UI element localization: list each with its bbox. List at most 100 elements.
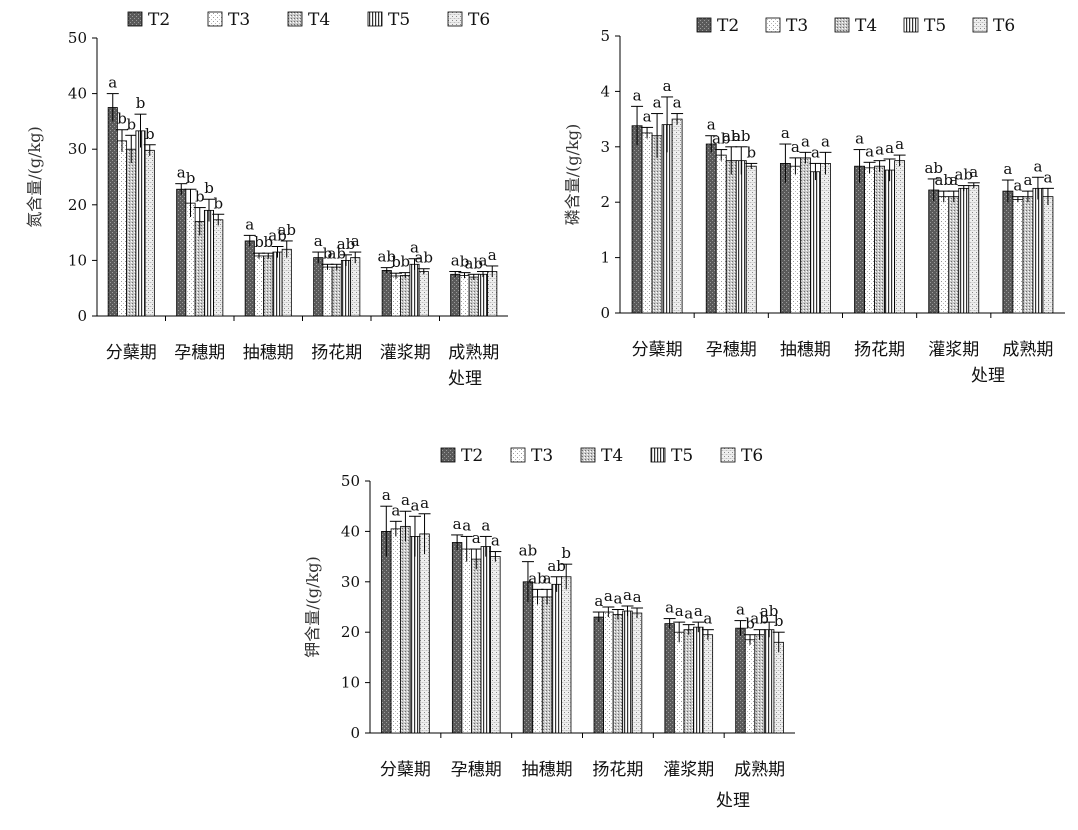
bar-T2 — [381, 531, 392, 734]
legend-swatch-T3 — [510, 447, 526, 463]
bar-T2 — [664, 623, 675, 734]
significance-label: b — [254, 233, 264, 251]
bar-T4 — [263, 255, 274, 317]
bar-T6 — [745, 165, 757, 314]
legend-label: T3 — [531, 446, 553, 466]
y-tick-label: 3 — [600, 138, 610, 156]
significance-label: a — [488, 246, 497, 264]
significance-label: a — [594, 592, 603, 610]
significance-label: ab — [464, 254, 483, 272]
bar-T3 — [185, 202, 196, 317]
significance-label: a — [949, 171, 958, 189]
legend-swatch-T5 — [367, 11, 383, 27]
legend-label: T3 — [228, 10, 250, 30]
bar-T4 — [612, 614, 624, 734]
x-axis-label: 处理 — [716, 791, 750, 811]
bar-T6 — [350, 257, 361, 317]
bar-T4 — [725, 160, 737, 314]
category-label: 分蘖期 — [380, 760, 431, 780]
bar-T2 — [381, 270, 392, 317]
significance-label: a — [453, 515, 462, 533]
significance-label: b — [774, 612, 784, 630]
bar-T6 — [490, 556, 501, 734]
significance-label: b — [126, 115, 136, 133]
significance-label: a — [855, 130, 864, 148]
significance-label: a — [481, 516, 490, 534]
bar-T2 — [176, 188, 187, 317]
bar-T5 — [477, 273, 489, 317]
significance-label: a — [673, 94, 682, 112]
significance-label: a — [479, 252, 488, 270]
bar-T6 — [671, 118, 683, 314]
category-label: 成熟期 — [448, 342, 499, 363]
legend-label: T5 — [924, 16, 946, 36]
bar-T3 — [459, 275, 470, 317]
bar-T2 — [450, 273, 461, 317]
significance-label: a — [633, 86, 642, 104]
bar-T5 — [735, 160, 747, 314]
bar-T4 — [541, 596, 553, 734]
bar-T4 — [1022, 196, 1034, 314]
y-tick-label: 50 — [341, 472, 360, 490]
significance-label: a — [177, 164, 186, 182]
category-label: 灌浆期 — [380, 343, 431, 363]
significance-label: ab — [722, 127, 741, 145]
significance-label: a — [411, 496, 420, 514]
significance-label: a — [969, 163, 978, 181]
significance-label: a — [462, 516, 471, 534]
significance-label: a — [420, 494, 429, 512]
legend-swatch-T6 — [447, 11, 463, 27]
significance-label: b — [460, 253, 470, 271]
bar-T3 — [116, 140, 128, 317]
significance-label: a — [1033, 157, 1042, 175]
category-label: 孕穗期 — [174, 343, 225, 363]
x-axis-label: 处理 — [971, 366, 1005, 386]
significance-label: a — [736, 601, 745, 619]
significance-label: a — [1043, 168, 1052, 186]
bar-T4 — [331, 266, 342, 317]
bar-T3 — [715, 154, 727, 314]
bar-T6 — [702, 634, 714, 734]
bar-T5 — [480, 546, 491, 734]
significance-label: ab — [519, 542, 538, 560]
bar-T3 — [253, 255, 265, 317]
significance-label: a — [703, 610, 712, 628]
significance-label: b — [195, 188, 205, 206]
significance-label: b — [400, 253, 410, 271]
legend-swatch-T4 — [834, 17, 850, 33]
bar-T4 — [651, 135, 663, 314]
legend-swatch-T6 — [972, 17, 988, 33]
significance-label: a — [472, 529, 481, 547]
bar-T5 — [810, 171, 821, 314]
y-tick-label: 40 — [341, 522, 360, 540]
bar-T6 — [820, 163, 831, 314]
significance-label: a — [623, 586, 632, 604]
significance-label: b — [746, 143, 756, 161]
significance-label: a — [633, 588, 642, 606]
significance-label: a — [391, 501, 400, 519]
bar-T6 — [631, 612, 643, 734]
legend-label: T6 — [741, 446, 763, 466]
significance-label: a — [665, 599, 674, 617]
bar-T5 — [340, 259, 352, 317]
significance-label: ab — [547, 557, 566, 575]
y-tick-label: 10 — [341, 674, 360, 692]
bar-T2 — [107, 107, 118, 317]
bar-T6 — [968, 185, 980, 314]
legend-label: T3 — [786, 16, 808, 36]
significance-label: b — [745, 615, 755, 633]
bar-T3 — [864, 167, 875, 314]
significance-label: ab — [277, 221, 296, 239]
significance-label: a — [1013, 177, 1022, 195]
significance-label: a — [1003, 160, 1012, 178]
bar-T4 — [948, 196, 960, 314]
bar-T4 — [194, 221, 205, 317]
bar-T3 — [532, 596, 543, 734]
bar-T5 — [661, 124, 673, 314]
significance-label: ab — [268, 227, 287, 245]
significance-label: a — [885, 139, 894, 157]
significance-label: a — [1023, 171, 1032, 189]
